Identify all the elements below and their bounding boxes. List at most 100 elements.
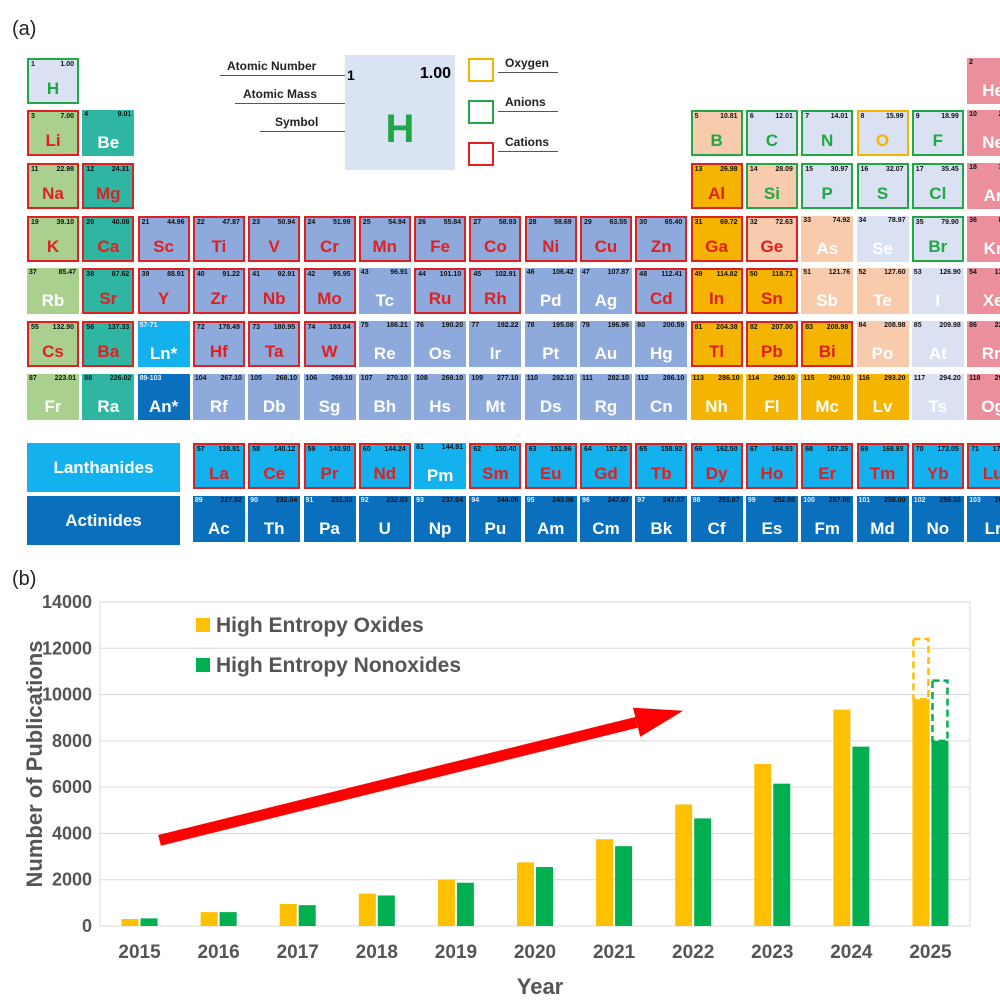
bar-nonoxides-2016 <box>219 912 237 926</box>
example-atomic-number: 1 <box>347 67 355 83</box>
legend-swatch <box>196 658 210 672</box>
atomic-number: 35 <box>915 219 924 226</box>
element-symbol: Ba <box>97 342 120 361</box>
element-ln: 57-71 Ln* <box>137 321 190 367</box>
atomic-number: 47 <box>582 269 590 276</box>
atomic-number: 107 <box>360 375 373 382</box>
atomic-number: 46 <box>526 269 535 276</box>
x-tick-label: 2017 <box>277 942 319 963</box>
atomic-number: 89 <box>194 497 203 504</box>
atomic-mass: 282.10 <box>552 375 574 382</box>
element-re: 75 186.21 Re <box>358 321 411 367</box>
element-symbol: Pd <box>539 291 562 310</box>
atomic-mass: 173.05 <box>937 446 959 453</box>
element-symbol: Ga <box>705 237 728 256</box>
element-symbol: Mg <box>96 184 121 203</box>
x-tick-label: 2024 <box>830 942 873 963</box>
element-symbol: Cu <box>594 237 618 256</box>
element-symbol: Sb <box>816 291 839 310</box>
atomic-number: 65 <box>639 446 648 453</box>
bar-oxides-2022 <box>675 804 693 926</box>
bar-nonoxides-2015 <box>140 918 158 926</box>
element-symbol: No <box>926 519 950 538</box>
atomic-mass: 54.94 <box>388 219 406 226</box>
bar-oxides-2024 <box>833 709 851 926</box>
bar-oxides-2015 <box>121 919 139 926</box>
element-symbol: H <box>46 79 60 98</box>
element-bk: 97 247.07 Bk <box>635 496 688 542</box>
element-cn: 112 286.10 Cn <box>635 374 688 420</box>
atomic-number: 22 <box>196 219 205 226</box>
atomic-mass: 267.10 <box>220 375 242 382</box>
atomic-number: 76 <box>416 322 424 329</box>
element-symbol: W <box>321 342 338 361</box>
element-al: 13 26.98 Al <box>690 163 743 209</box>
atomic-mass: 195.08 <box>552 322 574 329</box>
atomic-number: 45 <box>473 271 482 278</box>
cations-label: Cations <box>505 135 550 149</box>
atomic-mass: 226.02 <box>109 375 132 382</box>
element-symbol: Pa <box>319 519 340 538</box>
element-ba: 56 137.33 Ba <box>82 321 135 367</box>
atomic-number: 17 <box>915 166 924 173</box>
atomic-mass: 30.97 <box>830 166 849 173</box>
element-symbol: Yb <box>926 464 949 483</box>
element-symbol: F <box>932 131 943 150</box>
element-ge: 32 72.63 Ge <box>745 216 798 262</box>
atomic-mass: 269.10 <box>441 375 464 382</box>
element-lu: 71 174.97 Lu <box>967 443 1000 489</box>
cations-line <box>498 151 558 152</box>
element-be: 4 9.01 Be <box>82 110 135 156</box>
atomic-mass: 91.22 <box>222 271 240 278</box>
x-tick-label: 2023 <box>751 942 793 963</box>
element-symbol: Ta <box>264 342 284 361</box>
element-symbol: Tm <box>869 464 896 483</box>
atomic-number: 108 <box>416 375 428 382</box>
atomic-number: 19 <box>31 219 39 226</box>
element-symbol: Rg <box>594 397 618 416</box>
atomic-number: 74 <box>307 324 316 331</box>
element-symbol: Hs <box>429 397 451 416</box>
element-tl: 81 204.38 Tl <box>690 321 743 367</box>
atomic-number: 33 <box>803 217 811 224</box>
bar-nonoxides-2025 <box>931 740 949 926</box>
atomic-mass: 192.22 <box>496 322 519 329</box>
bar-nonoxides-2019 <box>456 882 474 926</box>
atomic-number: 68 <box>805 446 813 453</box>
element-symbol: Au <box>594 344 618 363</box>
atomic-mass: 1.00 <box>60 61 74 68</box>
atomic-mass: 55.84 <box>443 219 462 226</box>
atomic-mass: 74.92 <box>832 217 851 224</box>
x-tick-label: 2021 <box>593 942 636 963</box>
atomic-number: 20 <box>86 219 95 226</box>
atomic-mass: 208.98 <box>826 324 849 331</box>
element-fl: 114 290.10 Fl <box>745 374 798 420</box>
element-cu: 29 63.55 Cu <box>580 216 632 262</box>
element-h: 1 1.00 H <box>27 58 79 104</box>
atomic-number: 27 <box>473 219 482 226</box>
element-ru: 44 101.10 Ru <box>414 268 467 314</box>
atomic-number: 10 <box>969 111 977 118</box>
atomic-number: 90 <box>250 497 258 504</box>
atomic-mass: 112.41 <box>661 271 683 278</box>
element-yb: 70 173.05 Yb <box>911 443 964 489</box>
atomic-mass: 209.98 <box>939 322 961 329</box>
element-symbol: Ru <box>428 289 452 308</box>
element-se: 34 78.97 Se <box>856 216 909 262</box>
periodic-table: 1 1.00 H 24.00He 3 7.00 Li 4 9.01 Be 5 10.81 B 6 12.01… <box>27 58 1000 542</box>
bar-nonoxides-2018 <box>377 895 395 926</box>
actinides-label: Actinides <box>27 496 180 545</box>
element-symbol: Sg <box>318 397 341 416</box>
atomic-mass: 7.00 <box>60 113 74 120</box>
element-symbol: Sc <box>153 237 174 256</box>
atomic-mass: 88.91 <box>167 271 185 278</box>
cations-swatch <box>468 142 494 166</box>
element-symbol: Ds <box>539 397 562 416</box>
atomic-number: 44 <box>418 271 426 278</box>
element-ag: 47 107.87 Ag <box>580 268 632 314</box>
atomic-mass: 277.10 <box>496 375 519 382</box>
atomic-mass: 65.40 <box>664 219 683 226</box>
atomic-number: 114 <box>747 375 760 382</box>
atomic-mass: 26.98 <box>720 166 738 173</box>
bar-nonoxides-2023 <box>773 783 791 926</box>
